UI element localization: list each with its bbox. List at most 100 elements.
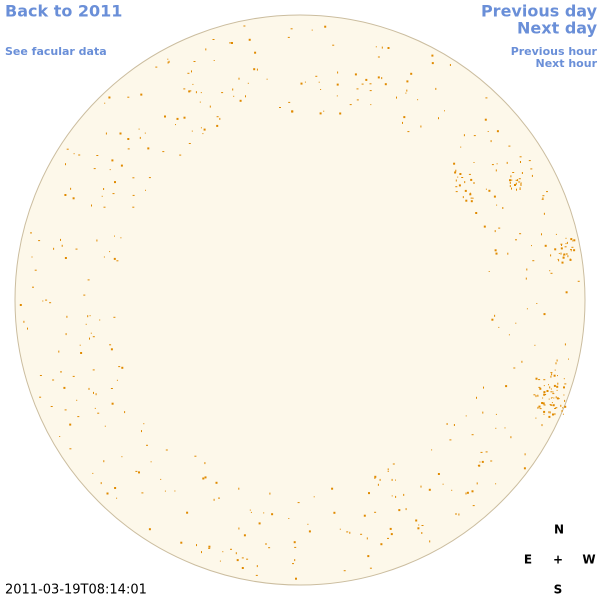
facula — [515, 182, 517, 185]
faculae — [19, 25, 580, 580]
facula — [287, 36, 290, 38]
facula — [164, 490, 166, 492]
facula — [406, 80, 409, 83]
facula — [109, 251, 111, 253]
facula — [290, 28, 293, 30]
facula — [564, 246, 567, 248]
back-link[interactable]: Back to 2011 — [5, 2, 122, 21]
facula — [449, 64, 451, 66]
facular-link[interactable]: See facular data — [5, 45, 107, 58]
facula — [421, 532, 423, 534]
facula — [354, 73, 357, 76]
facula — [519, 189, 521, 190]
facula — [61, 244, 63, 247]
facula — [406, 89, 408, 92]
facula — [553, 374, 556, 377]
facula — [493, 195, 496, 198]
facula — [256, 565, 258, 568]
facula — [470, 197, 473, 199]
facula — [349, 531, 351, 534]
facula — [92, 369, 95, 371]
facula — [564, 383, 567, 385]
facula — [520, 183, 522, 186]
facula — [557, 382, 559, 385]
facula — [556, 359, 558, 362]
facula — [241, 557, 244, 559]
facula — [255, 574, 258, 576]
facula — [548, 384, 549, 386]
facula — [88, 387, 90, 390]
facula — [523, 467, 526, 470]
facula — [339, 112, 342, 115]
facula — [160, 478, 162, 480]
facula — [356, 88, 359, 90]
facula — [307, 523, 309, 525]
facula — [258, 522, 261, 525]
facula — [164, 115, 166, 118]
facula — [563, 253, 566, 256]
facula — [266, 78, 268, 80]
facula — [111, 159, 114, 162]
facula — [554, 408, 557, 409]
facula — [550, 254, 552, 257]
facula — [543, 391, 546, 394]
facula — [498, 326, 500, 328]
facula — [387, 471, 389, 472]
facula — [119, 132, 122, 135]
facula — [470, 178, 473, 181]
facula — [563, 386, 565, 389]
facula — [232, 88, 234, 91]
facula — [444, 110, 445, 112]
facula — [495, 169, 497, 172]
facula — [216, 124, 219, 127]
facula — [541, 424, 543, 427]
facula — [73, 153, 75, 155]
previous-day-link[interactable]: Previous day — [481, 2, 598, 21]
facula — [31, 256, 33, 258]
facula — [550, 391, 553, 393]
facula — [87, 315, 89, 318]
facula — [72, 375, 75, 377]
facula — [168, 60, 170, 63]
facula — [552, 404, 555, 407]
previous-hour-link[interactable]: Previous hour — [511, 45, 598, 58]
facula — [253, 68, 256, 71]
facula — [175, 124, 176, 126]
facula — [349, 104, 352, 106]
facula — [114, 181, 116, 184]
facula — [558, 398, 560, 400]
facula — [65, 163, 66, 166]
facula — [495, 483, 497, 485]
facula — [99, 319, 101, 321]
facula — [509, 185, 511, 188]
facula — [249, 509, 251, 511]
facula — [573, 249, 576, 252]
facula — [300, 82, 303, 85]
facula — [543, 379, 546, 381]
facula — [66, 315, 68, 318]
facula — [127, 138, 130, 140]
facula — [458, 184, 461, 187]
facula — [34, 269, 37, 271]
facula — [463, 134, 465, 137]
facula — [548, 415, 551, 418]
facula — [87, 279, 90, 281]
facula — [93, 168, 96, 170]
facula — [532, 260, 535, 262]
facula — [465, 199, 468, 202]
next-hour-link[interactable]: Next hour — [536, 57, 598, 70]
facula — [398, 509, 401, 512]
facula — [124, 411, 126, 414]
facula — [235, 552, 237, 555]
facula — [542, 197, 544, 200]
facula — [549, 411, 551, 414]
next-day-link[interactable]: Next day — [517, 19, 598, 38]
facula — [155, 66, 158, 68]
facula — [472, 197, 474, 199]
facula — [557, 375, 558, 377]
facula — [485, 451, 488, 453]
facula — [548, 411, 550, 414]
facula — [560, 247, 563, 250]
facula — [395, 479, 396, 481]
facula — [165, 449, 168, 451]
